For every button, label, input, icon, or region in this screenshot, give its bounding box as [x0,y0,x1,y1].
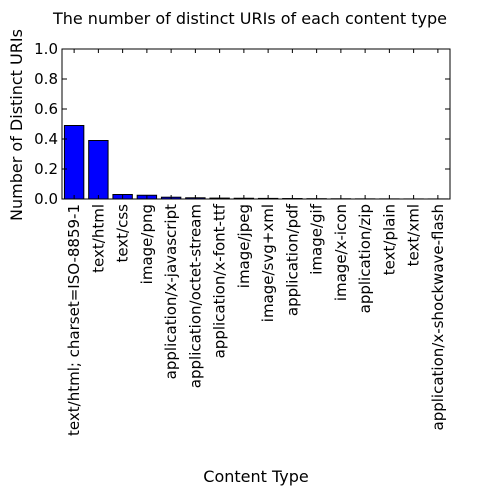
y-tick-label-3: 0.6 [34,100,58,118]
x-tick-label-8: image/svg+xml [259,204,277,322]
x-tick-label-10: image/gif [308,203,326,274]
x-tick-label-9: application/pdf [283,203,301,316]
x-tick-label-3: image/png [138,204,156,284]
y-axis-ticks: 0.0 0.2 0.4 0.6 0.8 1.0 [34,40,450,208]
x-tick-label-11: image/x-icon [332,204,350,301]
x-tick-label-13: text/plain [380,204,398,275]
y-axis-label: Number of Distinct URIs [7,29,26,221]
x-tick-label-1: text/html [89,204,107,273]
x-tick-label-7: image/jpeg [235,204,253,288]
chart-title: The number of distinct URIs of each cont… [52,9,447,28]
y-tick-label-4: 0.8 [34,70,58,88]
bars-group [63,125,449,200]
y-tick-label-0: 0.0 [34,190,58,208]
y-tick-label-2: 0.4 [34,130,58,148]
x-tick-label-4: application/x-javascript [162,204,180,379]
x-tick-label-15: application/x-shockwave-flash [429,204,447,430]
x-tick-label-14: text/xml [405,204,423,266]
x-axis-label: Content Type [203,467,308,486]
bar-0 [63,125,85,200]
x-tick-label-5: application/octet-stream [186,204,204,388]
y-tick-label-1: 0.2 [34,160,58,178]
y-tick-label-5: 1.0 [34,40,58,58]
x-axis-ticks: text/html; charset=ISO-8859-1 text/html te… [65,49,447,436]
x-tick-label-12: application/zip [356,204,374,313]
x-tick-label-6: application/x-font-ttf [211,203,229,358]
plot-frame [61,48,451,200]
x-tick-label-0: text/html; charset=ISO-8859-1 [65,204,83,436]
x-tick-label-2: text/css [114,204,132,263]
bar-1 [88,140,109,200]
